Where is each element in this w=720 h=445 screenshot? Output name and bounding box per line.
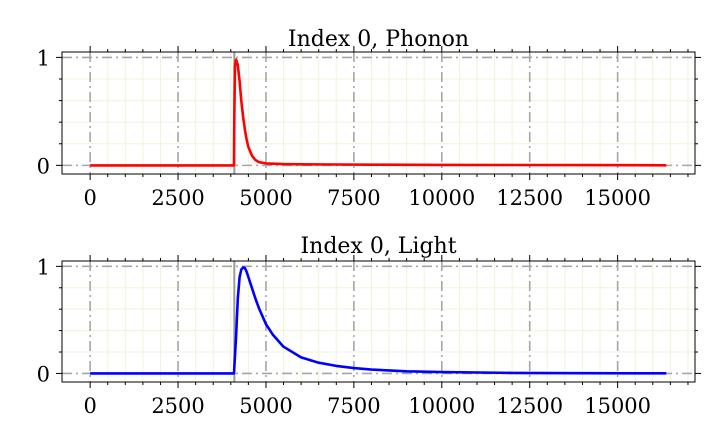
light-x-tick-label: 2500 xyxy=(151,394,204,418)
light-minor-grid xyxy=(62,261,695,382)
light-x-axis: 0 2500 5000 7500 10000 12500 15000 xyxy=(83,255,689,418)
light-x-tick-label: 15000 xyxy=(584,394,651,418)
phonon-minor-grid xyxy=(62,52,695,174)
phonon-series-line xyxy=(90,58,667,167)
phonon-x-tick-label: 7500 xyxy=(327,186,380,210)
light-series-line xyxy=(90,266,667,375)
phonon-x-tick-label: 12500 xyxy=(496,186,563,210)
phonon-x-tick-label: 15000 xyxy=(584,186,651,210)
light-x-tick-label: 12500 xyxy=(496,394,563,418)
light-x-tick-label: 7500 xyxy=(327,394,380,418)
light-x-tick-label: 10000 xyxy=(408,394,475,418)
phonon-plot-frame xyxy=(61,51,696,175)
light-y-axis: 01 xyxy=(37,255,701,386)
phonon-x-axis: 0 2500 5000 7500 10000 12500 15000 xyxy=(83,46,689,210)
light-x-tick-label: 0 xyxy=(83,394,96,418)
light-y-tick-label: 0 xyxy=(37,362,50,386)
phonon-x-tick-label: 2500 xyxy=(151,186,204,210)
phonon-y-tick-label: 0 xyxy=(37,154,50,178)
phonon-x-tick-label: 0 xyxy=(83,186,96,210)
phonon-x-tick-label: 5000 xyxy=(239,186,292,210)
light-chart-title: Index 0, Light xyxy=(300,234,456,259)
light-y-tick-label: 1 xyxy=(37,255,50,279)
light-x-tick-label: 5000 xyxy=(239,394,292,418)
phonon-chart-title: Index 0, Phonon xyxy=(288,27,469,52)
light-plot-frame xyxy=(61,260,696,383)
phonon-x-tick-label: 10000 xyxy=(408,186,475,210)
phonon-y-tick-label: 1 xyxy=(37,46,50,70)
phonon-y-axis: 01 xyxy=(37,46,701,178)
